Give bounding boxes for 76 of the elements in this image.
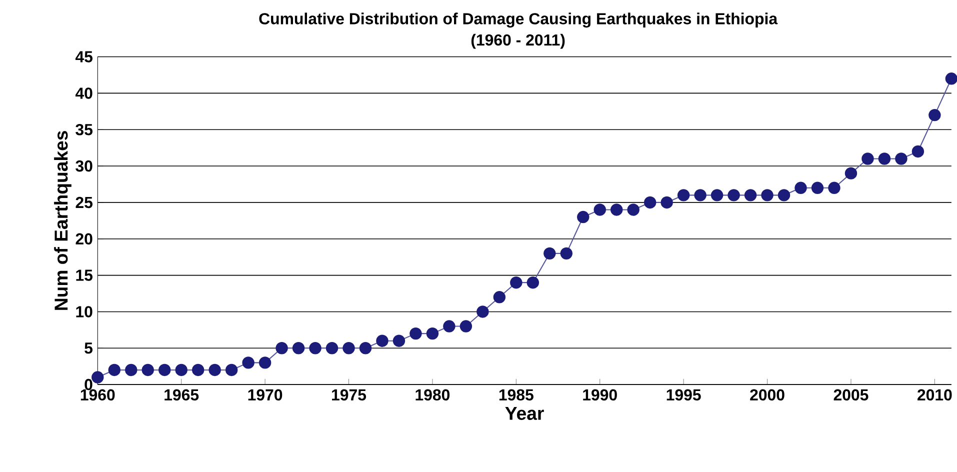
chart-title: Cumulative Distribution of Damage Causing Earthquakes in Ethiopia [259,12,778,28]
point [410,327,422,340]
point [510,276,522,289]
x-tick-label: 2005 [834,389,868,400]
point [392,334,406,347]
y-tick-label: 20 [76,233,92,244]
y-axis-title: Num of Earthquakes [54,130,72,310]
point [476,305,489,318]
point [426,327,439,340]
y-tick-label: 35 [76,124,92,136]
point [577,210,590,224]
point [728,188,740,202]
x-tick-label: 1980 [416,389,450,400]
point [710,188,724,202]
point [125,364,138,376]
point [376,334,388,347]
point [610,204,623,216]
x-tick-label: 1975 [332,389,366,400]
y-tick-label: 0 [84,378,92,390]
y-tick-label: 30 [76,160,92,172]
point [778,188,790,202]
x-tick-label: 2000 [750,389,784,400]
point [158,364,171,376]
point [594,204,606,216]
x-tick-label: 1995 [666,389,701,400]
point [811,182,824,194]
point [326,342,338,354]
point [142,364,154,376]
x-axis-title: Year [505,406,544,420]
point [192,364,204,376]
point [544,247,556,260]
point [694,188,706,202]
x-tick-label: 1970 [248,389,282,400]
point [460,320,472,332]
point [862,152,874,165]
point [292,342,305,354]
point [677,188,690,202]
point [627,204,640,216]
point [895,152,908,165]
point [208,364,221,376]
point [912,145,924,158]
x-tick-label: 1990 [583,389,617,400]
x-tick-label: 1985 [499,389,534,400]
point [342,342,355,354]
x-tick-label: 1960 [80,389,115,400]
point [526,276,540,289]
chart-subtitle: (1960 - 2011) [471,34,565,49]
point [794,182,807,194]
y-tick-label: 15 [76,270,92,281]
point [761,188,774,202]
point [493,290,506,304]
point [560,247,572,260]
point [276,342,288,354]
y-tick-label: 45 [75,51,92,62]
x-tick-label: 1965 [164,389,199,400]
y-tick-label: 25 [76,196,92,208]
y-tick-label: 40 [75,87,92,99]
point [844,167,858,180]
point [928,108,941,122]
point [242,356,254,369]
point [258,356,272,369]
point [828,182,840,194]
point [660,196,673,208]
point [744,188,757,202]
point [175,364,188,376]
point [309,342,322,354]
point [878,152,891,165]
point [108,364,120,376]
y-tick-label: 5 [84,342,92,354]
y-tick-label: 10 [76,306,92,318]
point [92,371,104,384]
point [225,364,238,376]
point [644,196,656,208]
x-tick-label: 2010 [918,389,952,400]
point [443,320,456,332]
point [359,342,372,354]
